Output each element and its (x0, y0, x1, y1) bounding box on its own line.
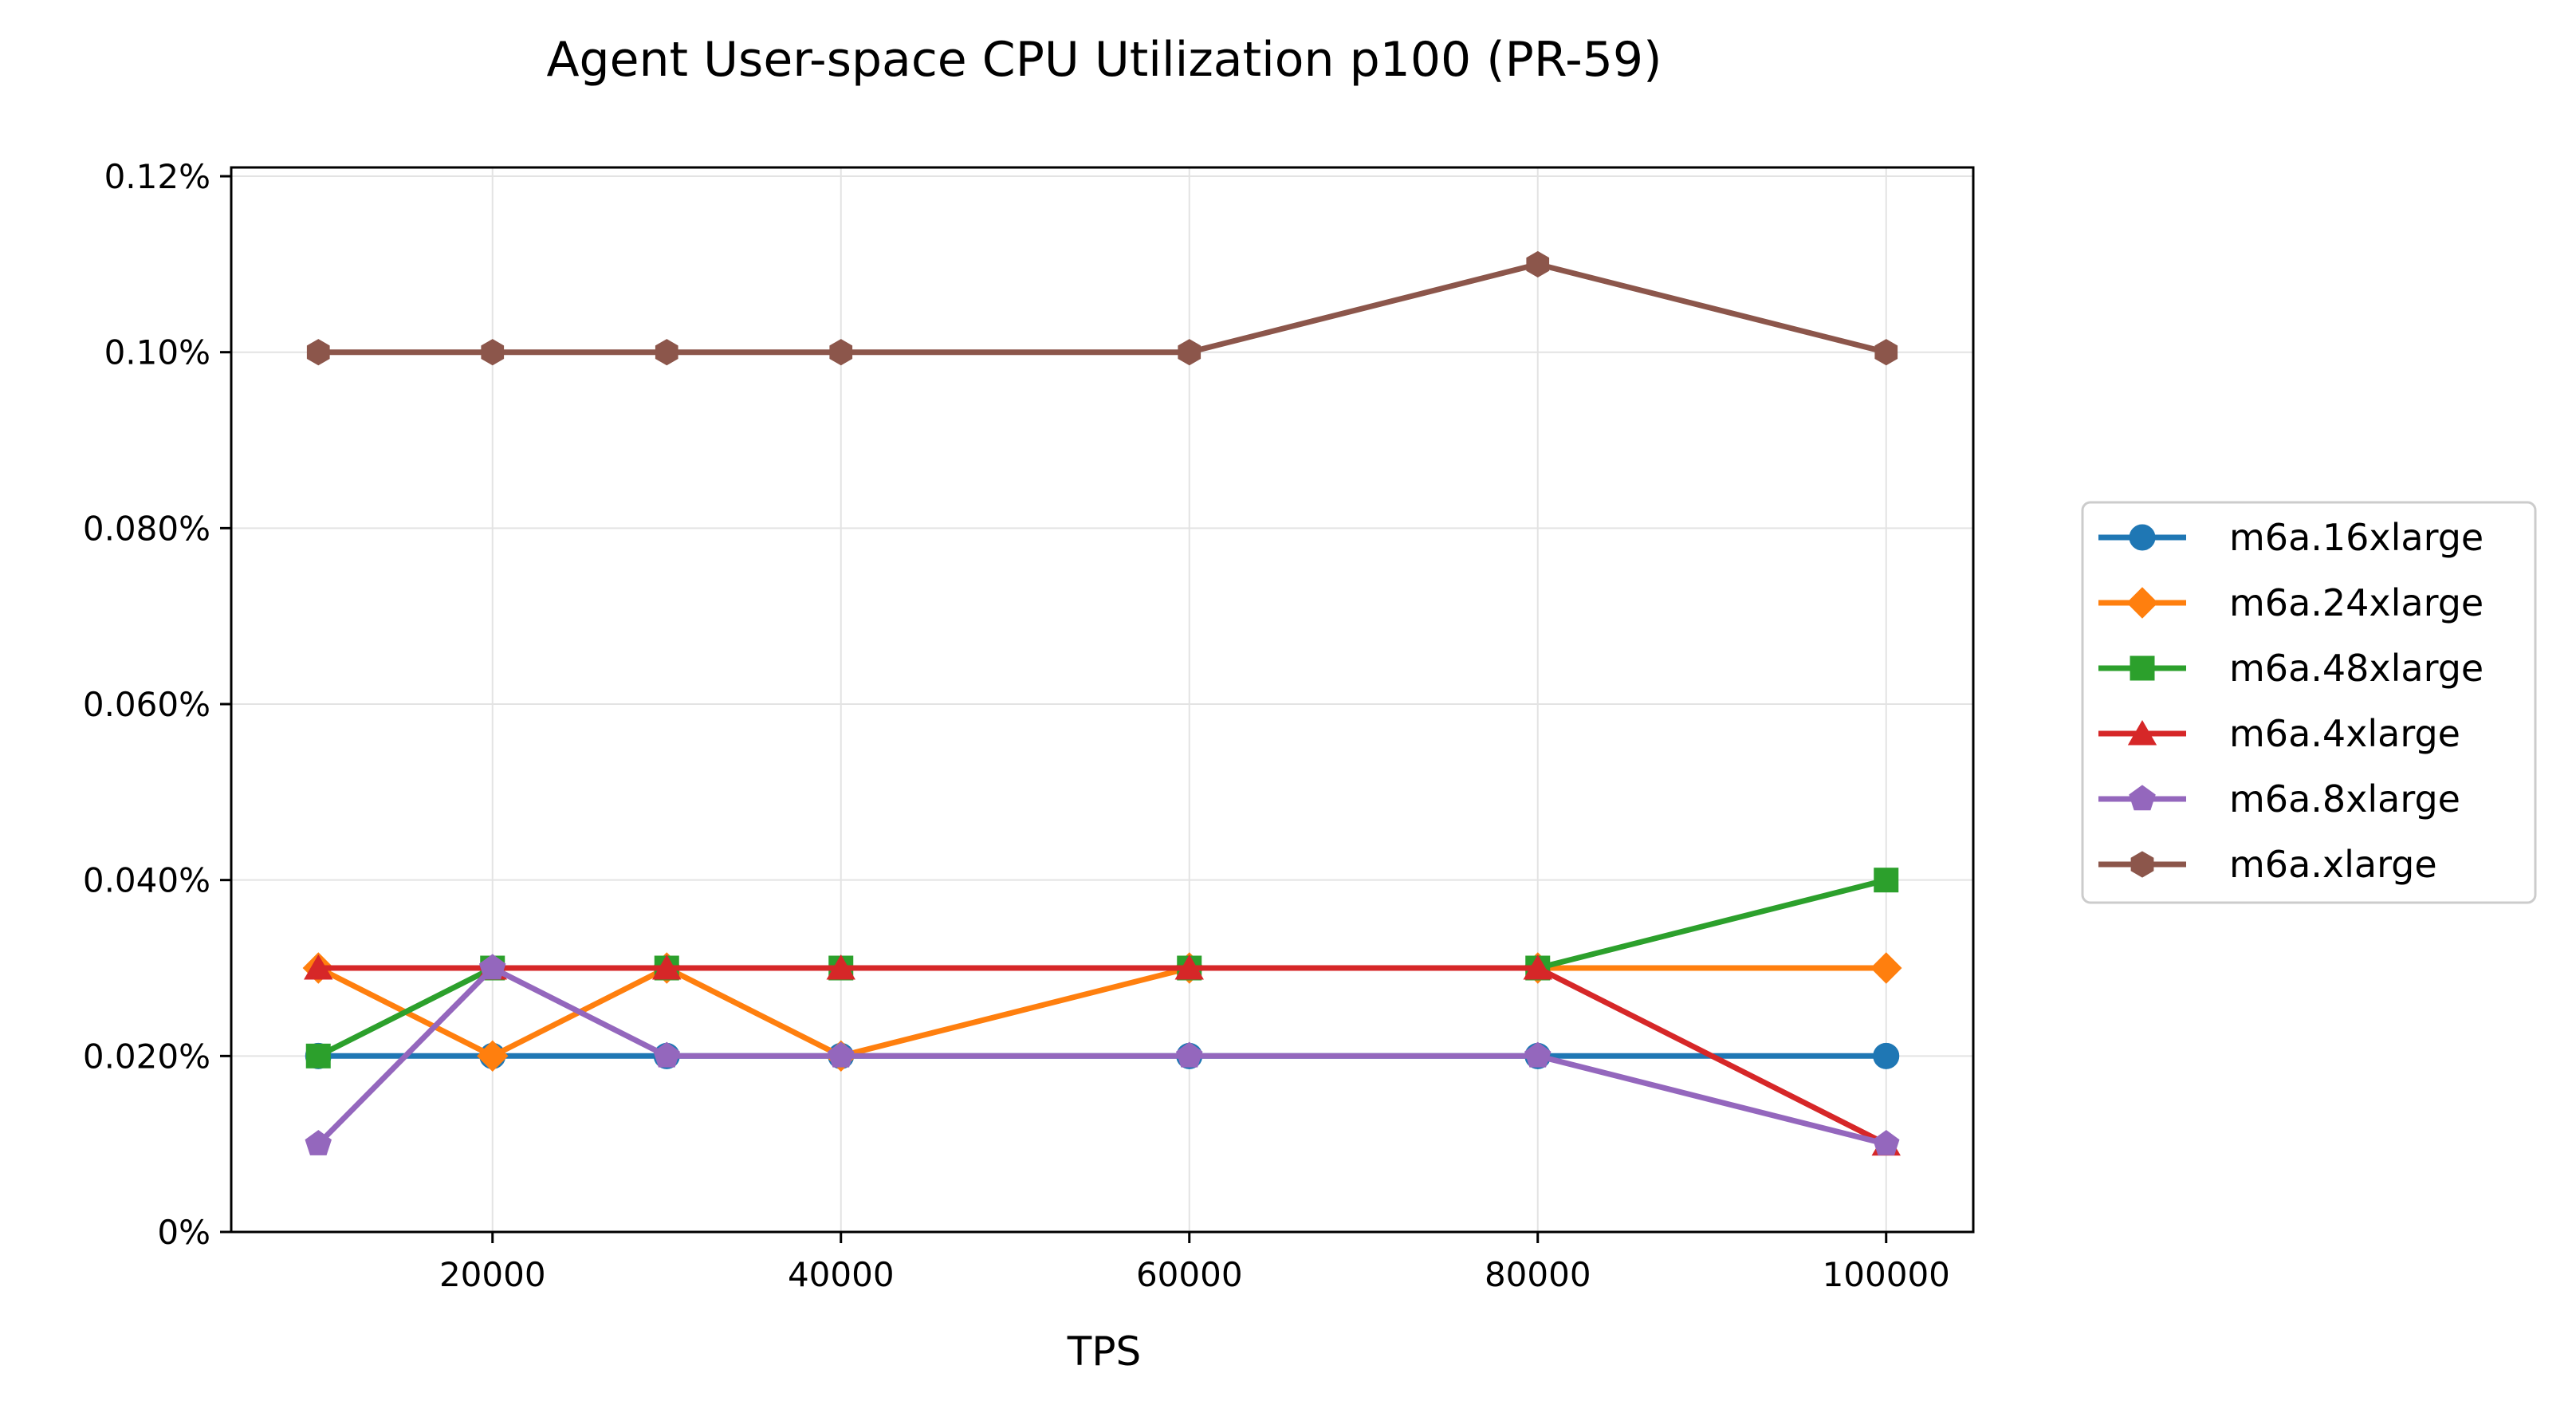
data-point (1178, 339, 1201, 366)
legend-marker (2129, 524, 2156, 551)
data-point (652, 954, 682, 980)
data-point (1874, 339, 1898, 366)
data-point (1174, 954, 1204, 980)
legend-item: m6a.24xlarge (2098, 581, 2484, 624)
legend-item: m6a.48xlarge (2098, 647, 2484, 690)
legend-marker (2130, 851, 2154, 878)
x-axis-title: TPS (1067, 1328, 1141, 1375)
data-point (306, 339, 330, 366)
y-tick-label: 0.080% (83, 509, 210, 548)
plot-frame (230, 166, 1975, 1234)
x-tick-label: 100000 (1823, 1255, 1950, 1294)
y-tick-label: 0.040% (83, 861, 210, 900)
data-point (1176, 1041, 1203, 1068)
legend-label: m6a.48xlarge (2229, 647, 2484, 690)
x-axis-ticks: 20000 40000 60000 80000 100000 (439, 1232, 1950, 1294)
series-m6a.xlarge (306, 250, 1898, 366)
data-point (1873, 1042, 1900, 1069)
data-point (1873, 1130, 1900, 1155)
y-axis-ticks: 0% 0.020% 0.040% 0.060% 0.080% 0.10% 0.12% (83, 157, 231, 1252)
data-point (828, 1041, 855, 1068)
legend-item: m6a.4xlarge (2098, 712, 2460, 755)
data-point (1870, 952, 1902, 984)
legend-marker (2130, 655, 2155, 681)
legend-items: m6a.16xlarge m6a.24xlarge m6a.48xlarge m6a.… (2098, 516, 2484, 886)
legend-box (2081, 501, 2537, 904)
data-point (829, 339, 853, 366)
legend-label: m6a.xlarge (2229, 843, 2437, 886)
data-point (477, 1040, 509, 1072)
chart-title: Agent User-space CPU Utilization p100 (P… (546, 32, 1662, 88)
x-tick-label: 60000 (1136, 1255, 1243, 1294)
legend-marker (2129, 785, 2156, 811)
legend-item: m6a.xlarge (2098, 843, 2437, 886)
x-tick-label: 20000 (439, 1255, 546, 1294)
y-tick-label: 0.020% (83, 1037, 210, 1076)
data-point (653, 1041, 680, 1068)
legend-item: m6a.8xlarge (2098, 777, 2460, 821)
legend-item: m6a.16xlarge (2098, 516, 2484, 559)
legend-marker (2126, 587, 2158, 619)
data-point (1874, 868, 1899, 893)
x-tick-label: 40000 (788, 1255, 895, 1294)
data-point (1524, 1041, 1551, 1068)
data-point (655, 339, 678, 366)
legend-label: m6a.4xlarge (2229, 712, 2460, 755)
legend-label: m6a.24xlarge (2229, 581, 2484, 624)
data-point (305, 1130, 332, 1155)
y-tick-label: 0% (157, 1213, 210, 1252)
y-tick-label: 0.12% (104, 157, 210, 196)
data-point (481, 339, 505, 366)
data-point (826, 954, 855, 980)
legend-marker (2127, 719, 2157, 746)
data-point (479, 954, 506, 980)
y-tick-label: 0.10% (104, 333, 210, 372)
x-tick-label: 80000 (1485, 1255, 1591, 1294)
series-line (318, 261, 1887, 356)
legend: m6a.16xlarge m6a.24xlarge m6a.48xlarge m6a.… (2081, 501, 2537, 904)
data-point (1526, 250, 1550, 277)
data-point (1523, 954, 1552, 980)
grid-lines (231, 167, 1973, 1233)
legend-label: m6a.16xlarge (2229, 516, 2484, 559)
legend-label: m6a.8xlarge (2229, 777, 2460, 821)
series-line (317, 965, 1886, 1059)
data-point (304, 954, 333, 980)
series-layer (302, 250, 1902, 1156)
data-point (305, 1043, 331, 1068)
series-m6a.8xlarge (305, 954, 1900, 1155)
y-tick-label: 0.060% (83, 685, 210, 724)
